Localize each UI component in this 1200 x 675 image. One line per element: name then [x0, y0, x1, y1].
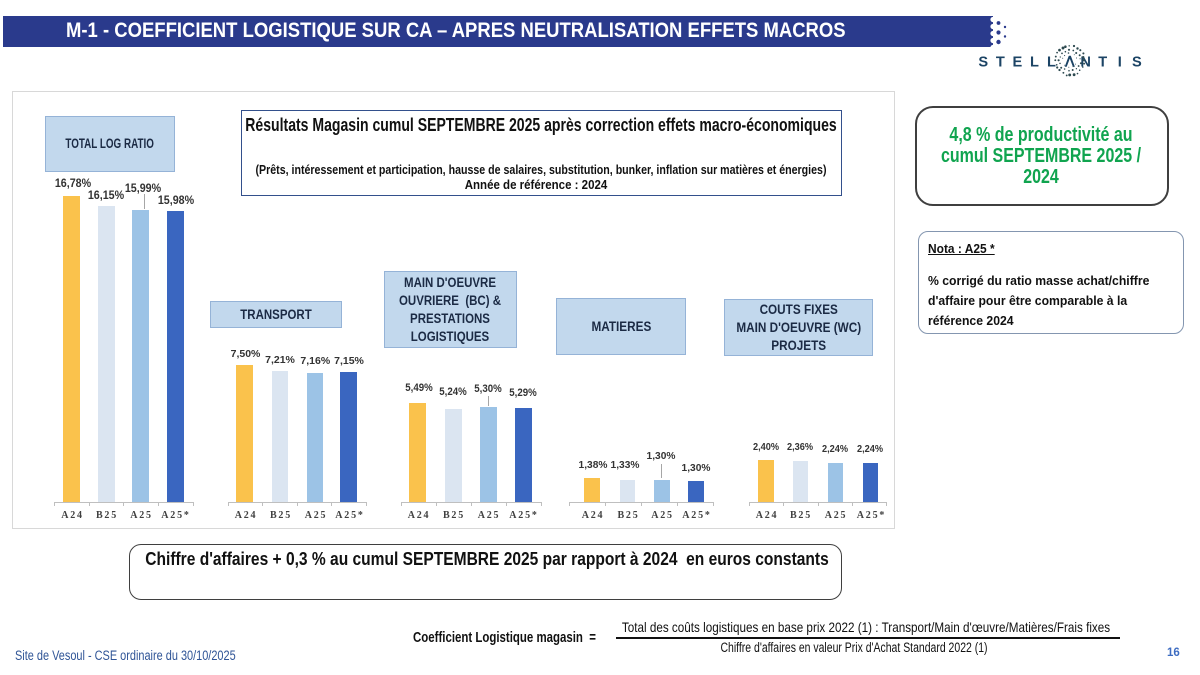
svg-text:T: T	[1098, 55, 1107, 71]
svg-text:T: T	[996, 55, 1005, 71]
svg-text:I: I	[1118, 55, 1122, 71]
svg-text:E: E	[1013, 55, 1023, 71]
svg-text:N: N	[1080, 55, 1091, 71]
svg-text:L: L	[1030, 55, 1039, 71]
svg-text:S: S	[1132, 55, 1142, 71]
svg-text:L: L	[1047, 55, 1056, 71]
svg-text:S: S	[978, 55, 988, 71]
